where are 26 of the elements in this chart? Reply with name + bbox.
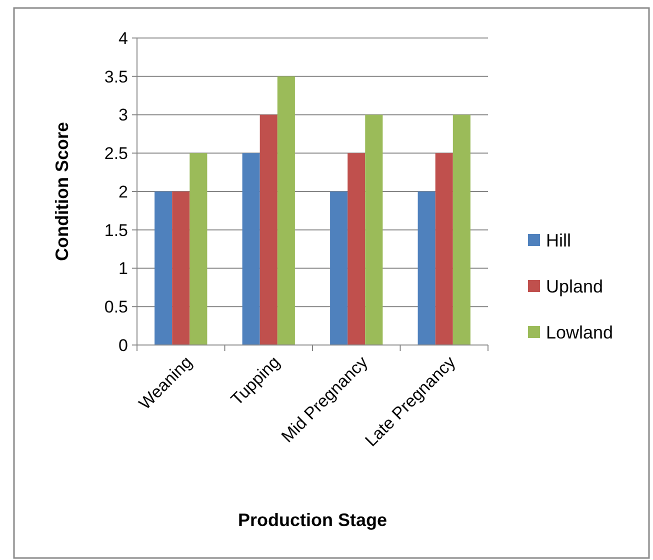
- bar: [348, 153, 366, 345]
- y-tick-label: 0.5: [104, 298, 128, 317]
- legend-label: Upland: [546, 276, 604, 296]
- bar: [277, 76, 295, 345]
- legend-label: Lowland: [546, 322, 614, 342]
- bar: [330, 192, 348, 345]
- bar: [242, 153, 260, 345]
- bar: [260, 114, 278, 345]
- x-axis-title: Production Stage: [238, 510, 388, 530]
- bar: [154, 192, 172, 345]
- y-tick-label: 2: [118, 182, 128, 202]
- y-axis-title: Condition Score: [52, 122, 72, 261]
- y-tick-label: 3: [118, 106, 128, 125]
- y-tick-label: 1: [118, 259, 128, 278]
- y-tick-label: 1.5: [104, 220, 128, 240]
- bar: [452, 114, 470, 345]
- bar: [418, 192, 436, 345]
- bar: [435, 153, 453, 345]
- y-tick-label: 2.5: [104, 144, 128, 164]
- bar: [172, 192, 190, 345]
- bar: [365, 114, 383, 345]
- bar: [190, 153, 208, 345]
- legend-label: Hill: [546, 230, 571, 250]
- y-tick-label: 4: [118, 28, 128, 48]
- y-tick-label: 0: [118, 336, 128, 355]
- y-tick-label: 3.5: [104, 67, 128, 86]
